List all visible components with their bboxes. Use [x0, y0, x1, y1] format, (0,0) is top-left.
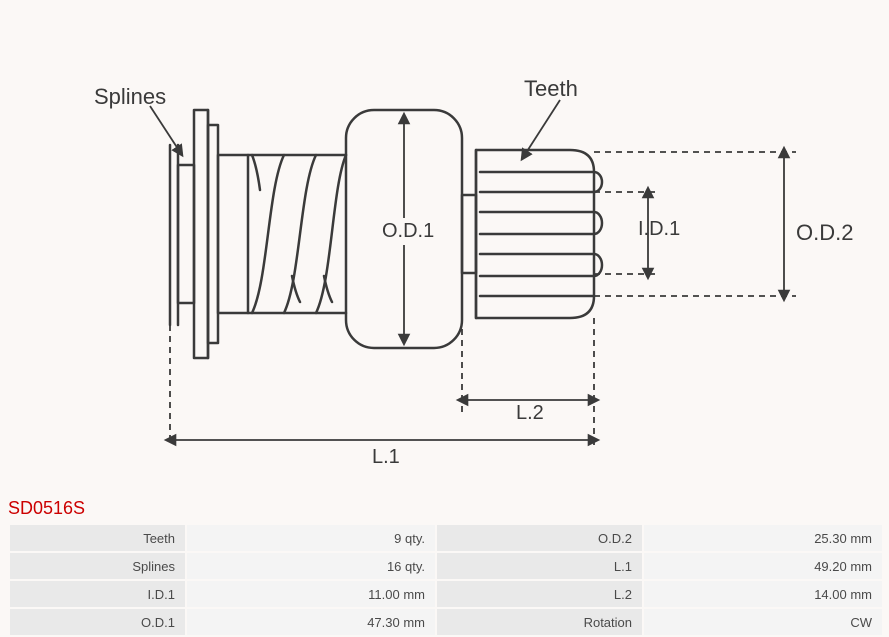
label-splines: Splines: [94, 84, 166, 110]
spec-label: L.2: [437, 581, 642, 607]
spec-table: Teeth 9 qty. O.D.2 25.30 mm Splines 16 q…: [8, 523, 884, 637]
spec-value: 14.00 mm: [644, 581, 882, 607]
spec-value: 25.30 mm: [644, 525, 882, 551]
spec-value: 16 qty.: [187, 553, 435, 579]
spec-label: I.D.1: [10, 581, 185, 607]
diagram-svg: [0, 0, 889, 495]
table-row: I.D.1 11.00 mm L.2 14.00 mm: [10, 581, 882, 607]
part-number: SD0516S: [8, 498, 85, 519]
spec-value: CW: [644, 609, 882, 635]
spec-value: 49.20 mm: [644, 553, 882, 579]
table-row: Splines 16 qty. L.1 49.20 mm: [10, 553, 882, 579]
spec-value: 9 qty.: [187, 525, 435, 551]
page: { "part_number": "SD0516S", "diagram": {…: [0, 0, 889, 634]
table-row: Teeth 9 qty. O.D.2 25.30 mm: [10, 525, 882, 551]
label-od1: O.D.1: [378, 218, 438, 245]
label-od2: O.D.2: [796, 220, 853, 246]
label-l2: L.2: [516, 402, 544, 425]
diagram-figure: Splines Teeth O.D.1 I.D.1 O.D.2 L.2 L.1: [0, 0, 889, 495]
spec-label: Splines: [10, 553, 185, 579]
table-row: O.D.1 47.30 mm Rotation CW: [10, 609, 882, 635]
spec-value: 11.00 mm: [187, 581, 435, 607]
spec-value: 47.30 mm: [187, 609, 435, 635]
spec-label: O.D.1: [10, 609, 185, 635]
spec-label: Rotation: [437, 609, 642, 635]
label-id1: I.D.1: [638, 218, 680, 241]
label-l1: L.1: [372, 446, 400, 469]
spec-label: Teeth: [10, 525, 185, 551]
spec-label: L.1: [437, 553, 642, 579]
label-teeth: Teeth: [524, 76, 578, 102]
spec-label: O.D.2: [437, 525, 642, 551]
